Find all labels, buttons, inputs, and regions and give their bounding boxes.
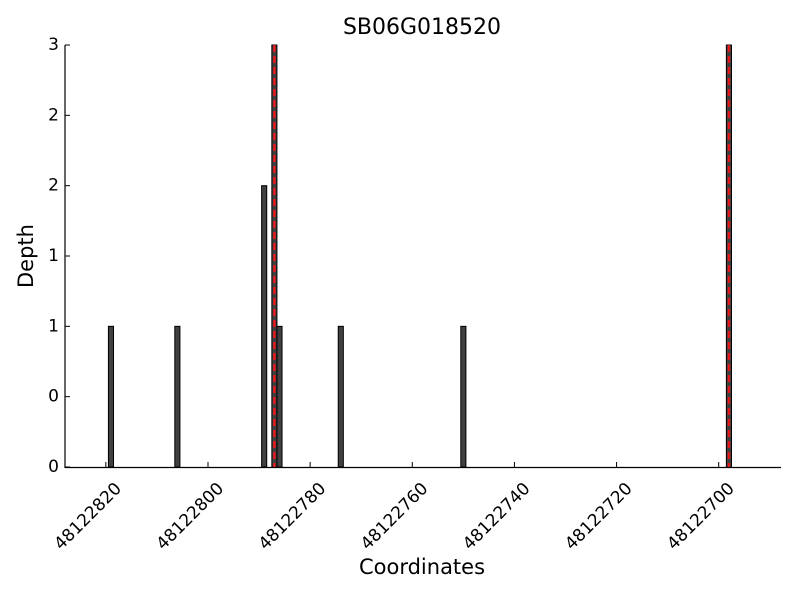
x-tick-label: 48122740 (459, 479, 534, 554)
y-tick-label: 0 (48, 457, 59, 477)
x-tick-label: 48122700 (663, 479, 738, 554)
y-tick-label: 2 (48, 176, 59, 196)
y-tick-label: 3 (48, 35, 59, 55)
y-tick-label: 0 (48, 387, 59, 407)
bar (174, 325, 181, 468)
x-tick-label: 48122720 (561, 479, 636, 554)
x-tick-label: 48122820 (51, 479, 126, 554)
x-tick-label: 48122800 (153, 479, 228, 554)
bar (261, 185, 268, 468)
chart-title: SB06G018520 (343, 15, 501, 40)
y-axis-label: Depth (14, 224, 38, 288)
y-tick-label: 1 (48, 246, 59, 266)
bar (276, 325, 283, 468)
x-axis-label: Coordinates (359, 555, 485, 579)
bar (337, 325, 344, 468)
y-tick-label: 2 (48, 105, 59, 125)
y-tick-label: 1 (48, 316, 59, 336)
bar (107, 325, 115, 468)
x-tick-label: 48122780 (255, 479, 330, 554)
bar (460, 325, 467, 468)
x-tick-label: 48122760 (357, 479, 432, 554)
